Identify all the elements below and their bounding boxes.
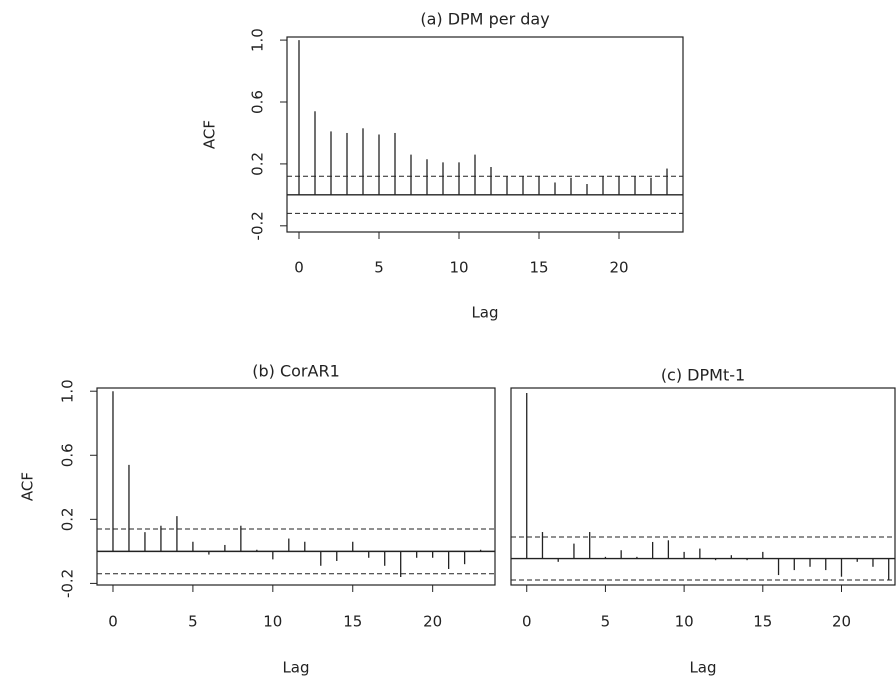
y-tick-label: -0.2: [59, 569, 77, 598]
x-axis-label: Lag: [471, 304, 498, 322]
panel-title: (a) DPM per day: [420, 10, 549, 29]
y-tick-label: 0.2: [249, 152, 267, 176]
y-axis-label: ACF: [201, 120, 219, 149]
y-tick-label: 1.0: [249, 28, 267, 52]
y-axis-label: ACF: [19, 472, 37, 501]
y-tick-label: 0.2: [59, 507, 77, 531]
x-tick-label: 20: [423, 613, 442, 631]
y-tick-label: 0.6: [249, 90, 267, 114]
x-tick-label: 15: [753, 613, 772, 631]
x-tick-label: 20: [832, 613, 851, 631]
y-tick-label: -0.2: [249, 211, 267, 240]
x-tick-label: 0: [522, 613, 532, 631]
x-tick-label: 15: [343, 613, 362, 631]
x-axis-label: Lag: [282, 659, 309, 677]
plot-frame: [286, 36, 684, 233]
x-tick-label: 10: [449, 259, 468, 277]
plot-frame: [96, 387, 496, 586]
x-tick-label: 0: [108, 613, 118, 631]
x-tick-label: 10: [263, 613, 282, 631]
panel-title: (b) CorAR1: [252, 362, 340, 381]
y-tick-label: 0.6: [59, 443, 77, 467]
x-tick-label: 5: [188, 613, 198, 631]
x-axis-label: Lag: [689, 659, 716, 677]
x-tick-label: 5: [374, 259, 384, 277]
x-tick-label: 20: [609, 259, 628, 277]
x-tick-label: 0: [294, 259, 304, 277]
x-tick-label: 15: [529, 259, 548, 277]
x-tick-label: 5: [601, 613, 611, 631]
y-tick-label: 1.0: [59, 379, 77, 403]
x-tick-label: 10: [675, 613, 694, 631]
panel-title: (c) DPMt-1: [661, 366, 745, 385]
plot-frame: [510, 387, 896, 586]
